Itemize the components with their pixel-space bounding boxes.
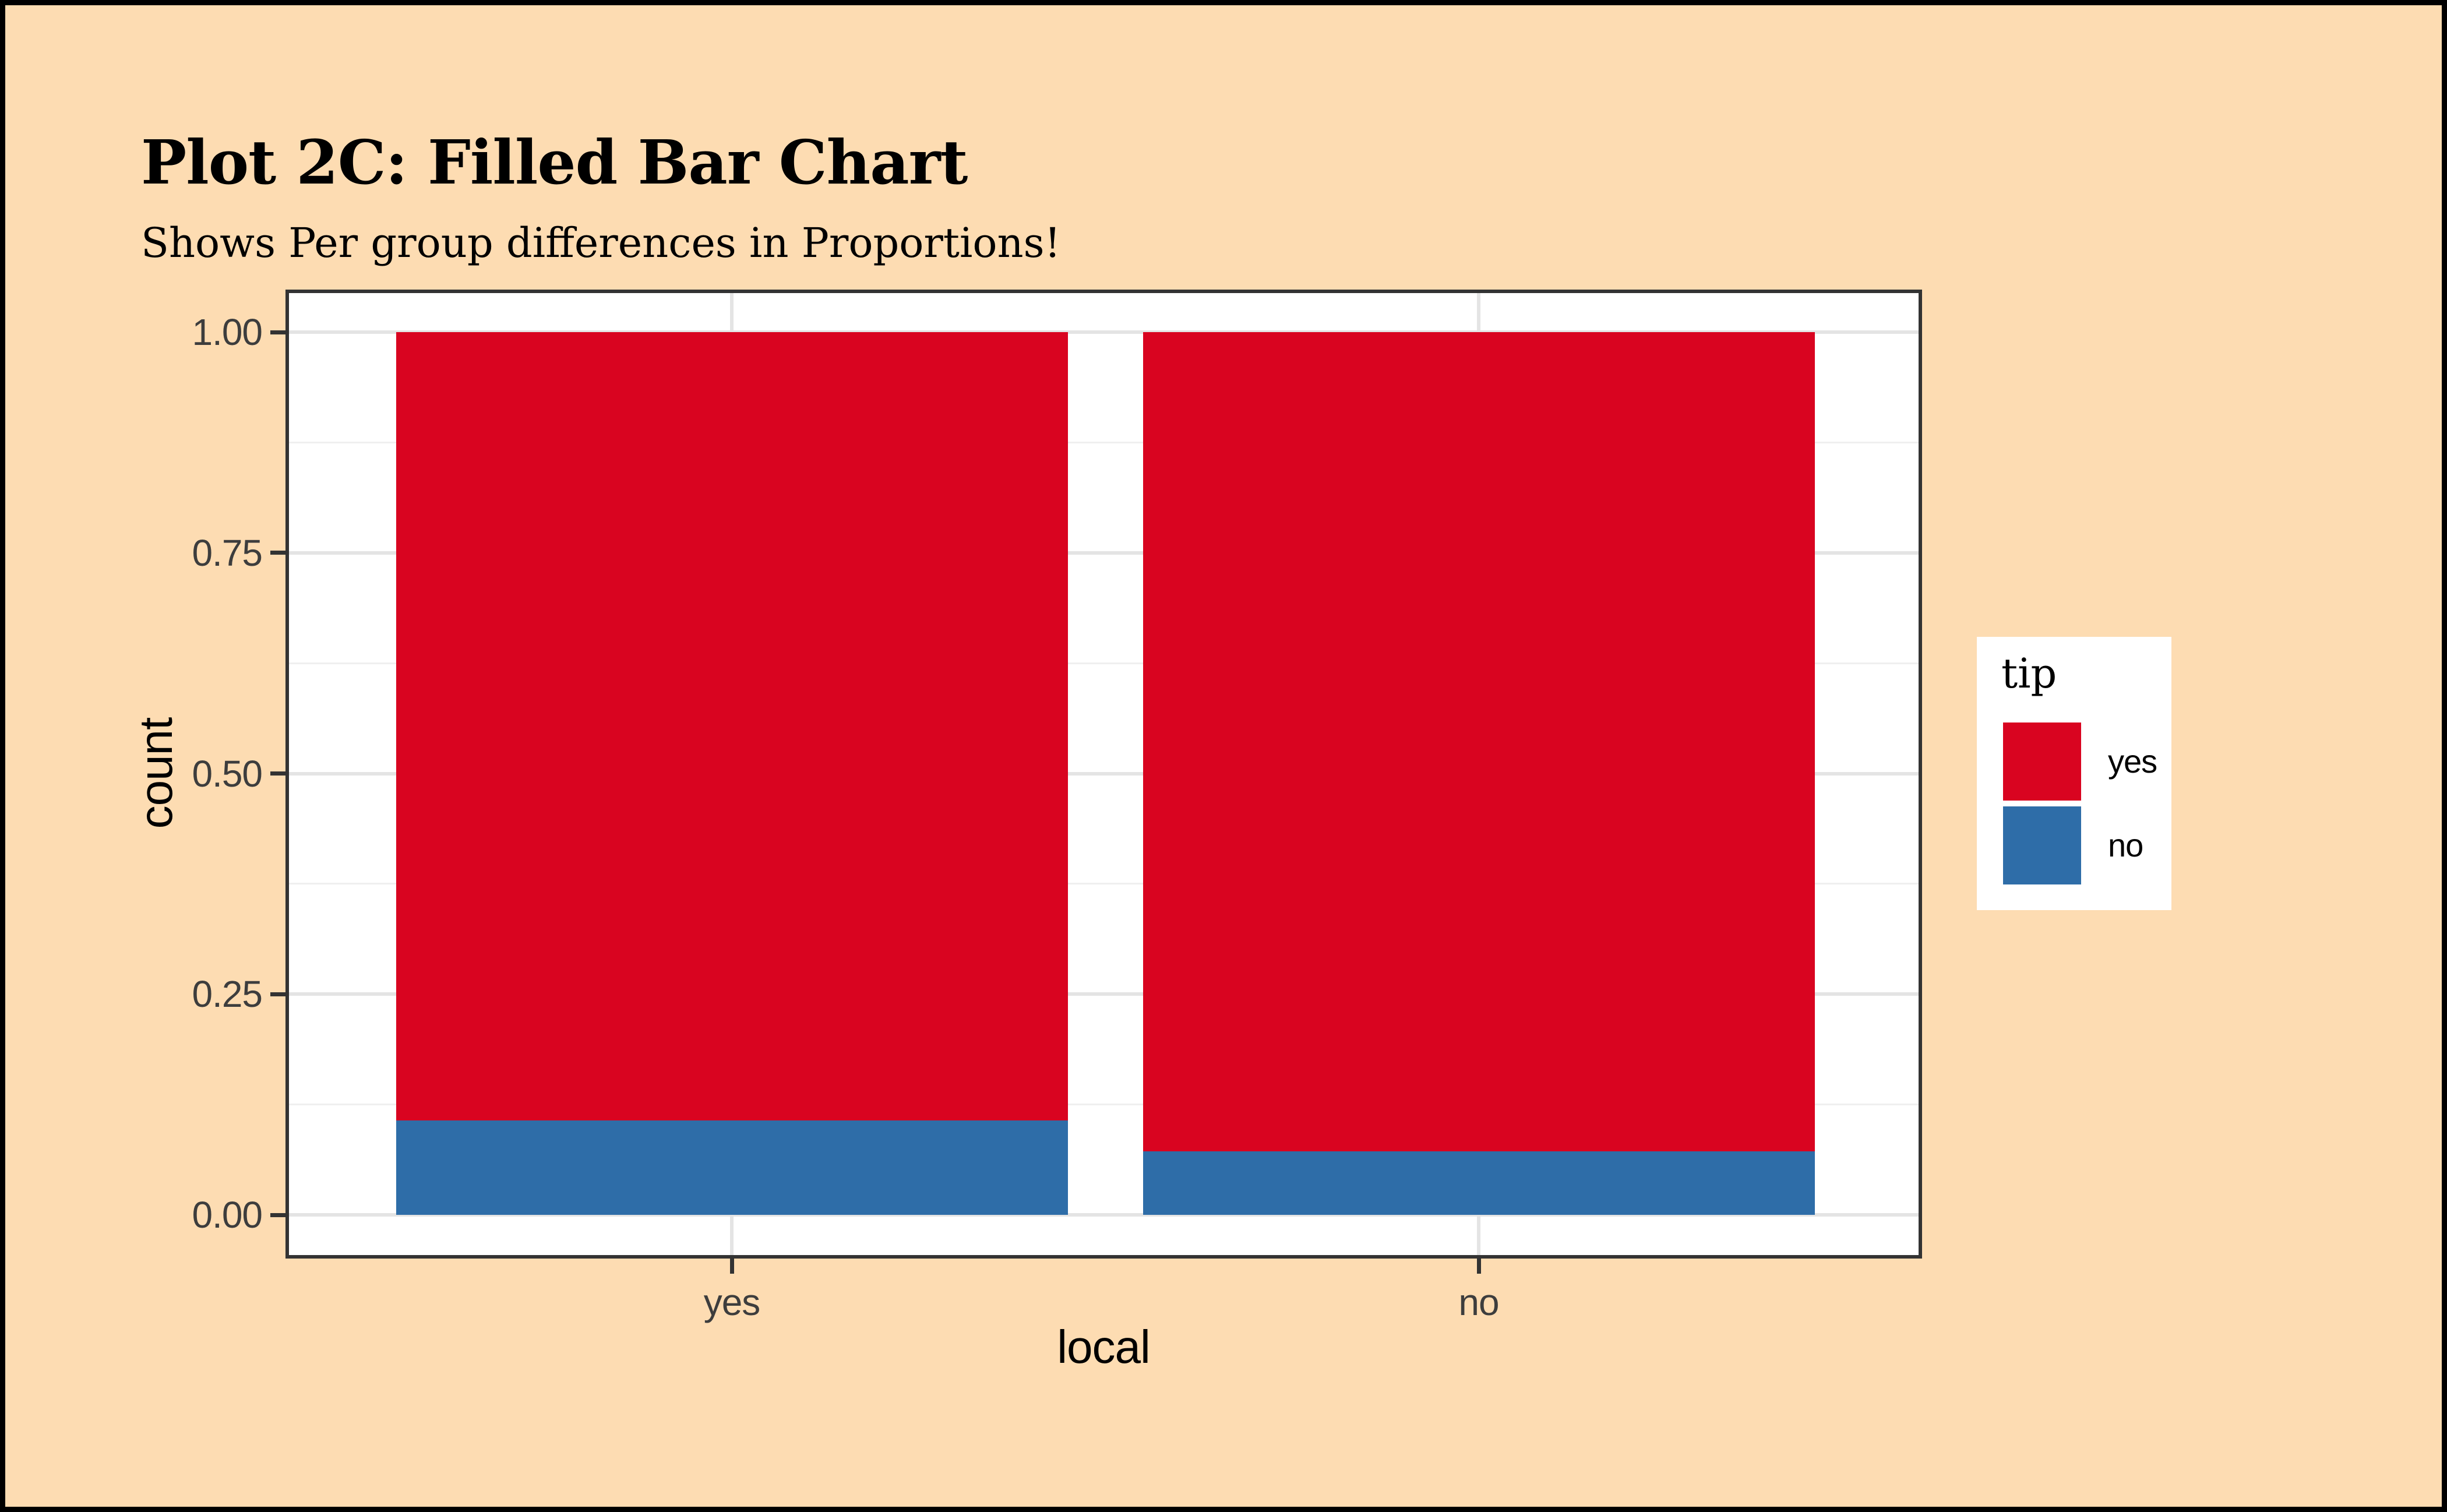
gridline-minor-y: [289, 662, 1919, 664]
y-tick-mark: [270, 1213, 285, 1217]
x-tick-label: yes: [703, 1281, 761, 1323]
legend-label-no: no: [2108, 827, 2143, 864]
x-axis-title: local: [1057, 1321, 1151, 1373]
legend-label-yes: yes: [2108, 743, 2157, 780]
bar-no: [1143, 332, 1815, 1215]
x-tick-mark: [1476, 1259, 1481, 1274]
legend-entry-no: no: [2003, 806, 2166, 884]
legend-title: tip: [2001, 650, 2057, 697]
gridline-minor-y: [289, 441, 1919, 443]
bar-yes: [396, 332, 1068, 1215]
gridline-major-y: [289, 771, 1919, 776]
gridline-major-y: [289, 992, 1919, 996]
bar-segment-yes-tip-yes: [396, 332, 1068, 1120]
gridline-minor-y: [289, 883, 1919, 885]
gridline-major-y: [289, 1213, 1919, 1217]
gridline-major-y: [289, 551, 1919, 555]
bar-segment-no-tip-yes: [1143, 332, 1815, 1151]
y-tick-label: 0.75: [192, 531, 263, 574]
y-tick-mark: [270, 330, 285, 334]
x-tick-mark: [729, 1259, 734, 1274]
legend-swatch-yes: [2003, 722, 2081, 801]
y-tick-label: 0.25: [192, 973, 263, 1016]
y-tick-mark: [270, 771, 285, 776]
plot-title: Plot 2C: Filled Bar Chart: [141, 126, 968, 198]
plot-panel: [285, 290, 1922, 1259]
y-tick-mark: [270, 992, 285, 996]
y-tick-label: 1.00: [192, 311, 263, 353]
plot-subtitle: Shows Per group differences in Proportio…: [141, 219, 1061, 267]
bar-segment-yes-tip-no: [396, 1120, 1068, 1215]
y-axis-title: count: [130, 717, 182, 829]
legend-entry-yes: yes: [2003, 722, 2166, 801]
y-tick-label: 0.00: [192, 1194, 263, 1236]
y-tick-mark: [270, 551, 285, 555]
legend-swatch-no: [2003, 806, 2081, 884]
gridline-minor-y: [289, 1104, 1919, 1106]
legend: tip yes no: [1977, 637, 2171, 910]
bar-segment-no-tip-no: [1143, 1151, 1815, 1215]
x-tick-label: no: [1458, 1281, 1499, 1323]
gridline-major-y: [289, 330, 1919, 334]
